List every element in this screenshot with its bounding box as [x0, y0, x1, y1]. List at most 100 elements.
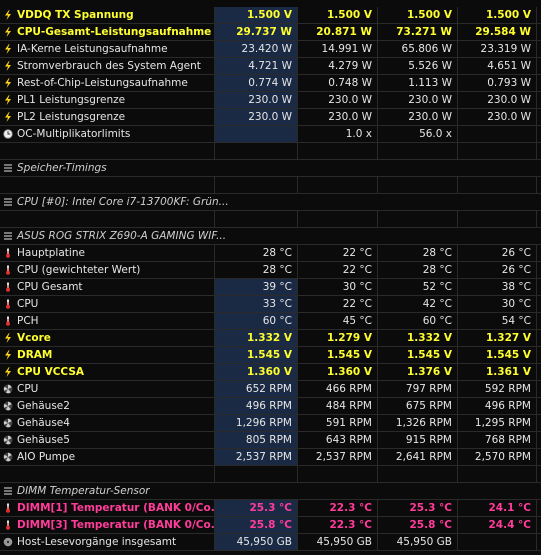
sensor-value: 230.0 W [298, 92, 378, 108]
sensor-value [378, 466, 458, 482]
icon-bolt [5, 44, 11, 54]
sensor-value: 466 RPM [298, 381, 378, 397]
sensor-value: 1,326 RPM [378, 415, 458, 431]
sensor-value [458, 126, 537, 142]
sensor-value: 1.360 V [215, 364, 298, 380]
sensor-name: Stromverbrauch des System Agent [0, 58, 215, 74]
sensor-row: PCH 60 °C 45 °C 60 °C 54 °C [0, 313, 541, 330]
section-label: CPU [#0]: Intel Core i7-13700KF: Grün... [17, 196, 229, 208]
sensor-name: IA-Kerne Leistungsaufnahme [0, 41, 215, 57]
sensor-name: AIO Pumpe [0, 449, 215, 465]
sensor-value: 797 RPM [378, 381, 458, 397]
sensor-value: 24.1 °C [458, 500, 537, 516]
sensor-value [298, 228, 378, 244]
sensor-value: 25.3 °C [378, 500, 458, 516]
sensor-row: Stromverbrauch des System Agent 4.721 W 4.… [0, 58, 541, 75]
empty-row [0, 143, 541, 160]
icon-therm [6, 282, 10, 292]
sensor-value: 4.721 W [215, 58, 298, 74]
sensor-name: PCH [0, 313, 215, 329]
sensor-value: 675 RPM [378, 398, 458, 414]
sensor-value: 28 °C [215, 262, 298, 278]
icon-chip [4, 487, 12, 495]
sensor-row: CPU 652 RPM 466 RPM 797 RPM 592 RPM [0, 381, 541, 398]
sensor-value: 14.991 W [298, 41, 378, 57]
sensor-value: 33 °C [215, 296, 298, 312]
sensor-value: 54 °C [458, 313, 537, 329]
sensor-row: CPU Gesamt 39 °C 30 °C 52 °C 38 °C [0, 279, 541, 296]
sensor-value: 805 RPM [215, 432, 298, 448]
sensor-value: 1.500 V [458, 7, 537, 23]
sensor-row: CPU 33 °C 22 °C 42 °C 30 °C [0, 296, 541, 313]
sensor-value: 1.361 V [458, 364, 537, 380]
sensor-name: Rest-of-Chip-Leistungsaufnahme [0, 75, 215, 91]
sensor-row: CPU (gewichteter Wert) 28 °C 22 °C 28 °C 26 … [0, 262, 541, 279]
sensor-name: Vcore [0, 330, 215, 346]
icon-therm [6, 316, 10, 326]
sensor-row: Gehäuse5 805 RPM 643 RPM 915 RPM 768 RPM [0, 432, 541, 449]
section-row: DIMM Temperatur-Sensor [0, 483, 541, 500]
sensor-value [458, 466, 537, 482]
sensor-value: 1.545 V [215, 347, 298, 363]
sensor-value: 60 °C [215, 313, 298, 329]
empty-row [0, 211, 541, 228]
sensor-value: 4.651 W [458, 58, 537, 74]
sensor-name: PL2 Leistungsgrenze [0, 109, 215, 125]
icon-bolt [5, 333, 11, 343]
sensor-name: PL1 Leistungsgrenze [0, 92, 215, 108]
sensor-value: 230.0 W [378, 109, 458, 125]
sensor-value: 591 RPM [298, 415, 378, 431]
sensor-value: 20.871 W [298, 24, 378, 40]
sensor-value [378, 143, 458, 159]
sensor-value [378, 228, 458, 244]
sensor-value: 22 °C [298, 245, 378, 261]
sensor-value: 25.8 °C [215, 517, 298, 533]
sensor-value: 230.0 W [215, 92, 298, 108]
sensor-value [298, 466, 378, 482]
icon-bolt [5, 95, 11, 105]
sensor-value [378, 177, 458, 193]
empty-row [0, 177, 541, 194]
sensor-value: 38 °C [458, 279, 537, 295]
section-row: ASUS ROG STRIX Z690-A GAMING WIF... [0, 228, 541, 245]
icon-therm [6, 520, 10, 530]
sensor-value: 2,537 RPM [298, 449, 378, 465]
sensor-value: 496 RPM [215, 398, 298, 414]
sensor-value: 29.737 W [215, 24, 298, 40]
icon-fan [3, 418, 13, 428]
sensor-value: 230.0 W [215, 109, 298, 125]
sensor-row: DIMM[3] Temperatur (BANK 0/Co... 25.8 °C 2… [0, 517, 541, 534]
section-label: DIMM Temperatur-Sensor [17, 485, 150, 497]
sensor-value: 25.3 °C [215, 500, 298, 516]
sensor-value: 230.0 W [378, 92, 458, 108]
icon-bolt [5, 367, 11, 377]
icon-therm [6, 503, 10, 513]
icon-fan [3, 452, 13, 462]
sensor-row: CPU-Gesamt-Leistungsaufnahme 29.737 W 20.8… [0, 24, 541, 41]
sensor-value [298, 160, 378, 176]
icon-bolt [5, 61, 11, 71]
sensor-value: 652 RPM [215, 381, 298, 397]
sensor-value [215, 160, 298, 176]
sensor-value: 768 RPM [458, 432, 537, 448]
sensor-value: 30 °C [458, 296, 537, 312]
sensor-value: 45,950 GB [298, 534, 378, 550]
sensor-name: DIMM[3] Temperatur (BANK 0/Co... [0, 517, 215, 533]
sensor-value [378, 160, 458, 176]
sensor-value: 1.500 V [378, 7, 458, 23]
sensor-value: 2,570 RPM [458, 449, 537, 465]
sensor-value: 65.806 W [378, 41, 458, 57]
sensor-value: 28 °C [378, 262, 458, 278]
sensor-name [0, 466, 215, 482]
sensor-value: 915 RPM [378, 432, 458, 448]
icon-therm [6, 265, 10, 275]
sensor-row: Vcore 1.332 V 1.279 V 1.332 V 1.327 V [0, 330, 541, 347]
sensor-value: 643 RPM [298, 432, 378, 448]
sensor-value [458, 228, 537, 244]
sensor-value [215, 126, 298, 142]
sensor-value: 496 RPM [458, 398, 537, 414]
sensor-name: Gehäuse4 [0, 415, 215, 431]
sensor-value: 73.271 W [378, 24, 458, 40]
sensor-value: 39 °C [215, 279, 298, 295]
